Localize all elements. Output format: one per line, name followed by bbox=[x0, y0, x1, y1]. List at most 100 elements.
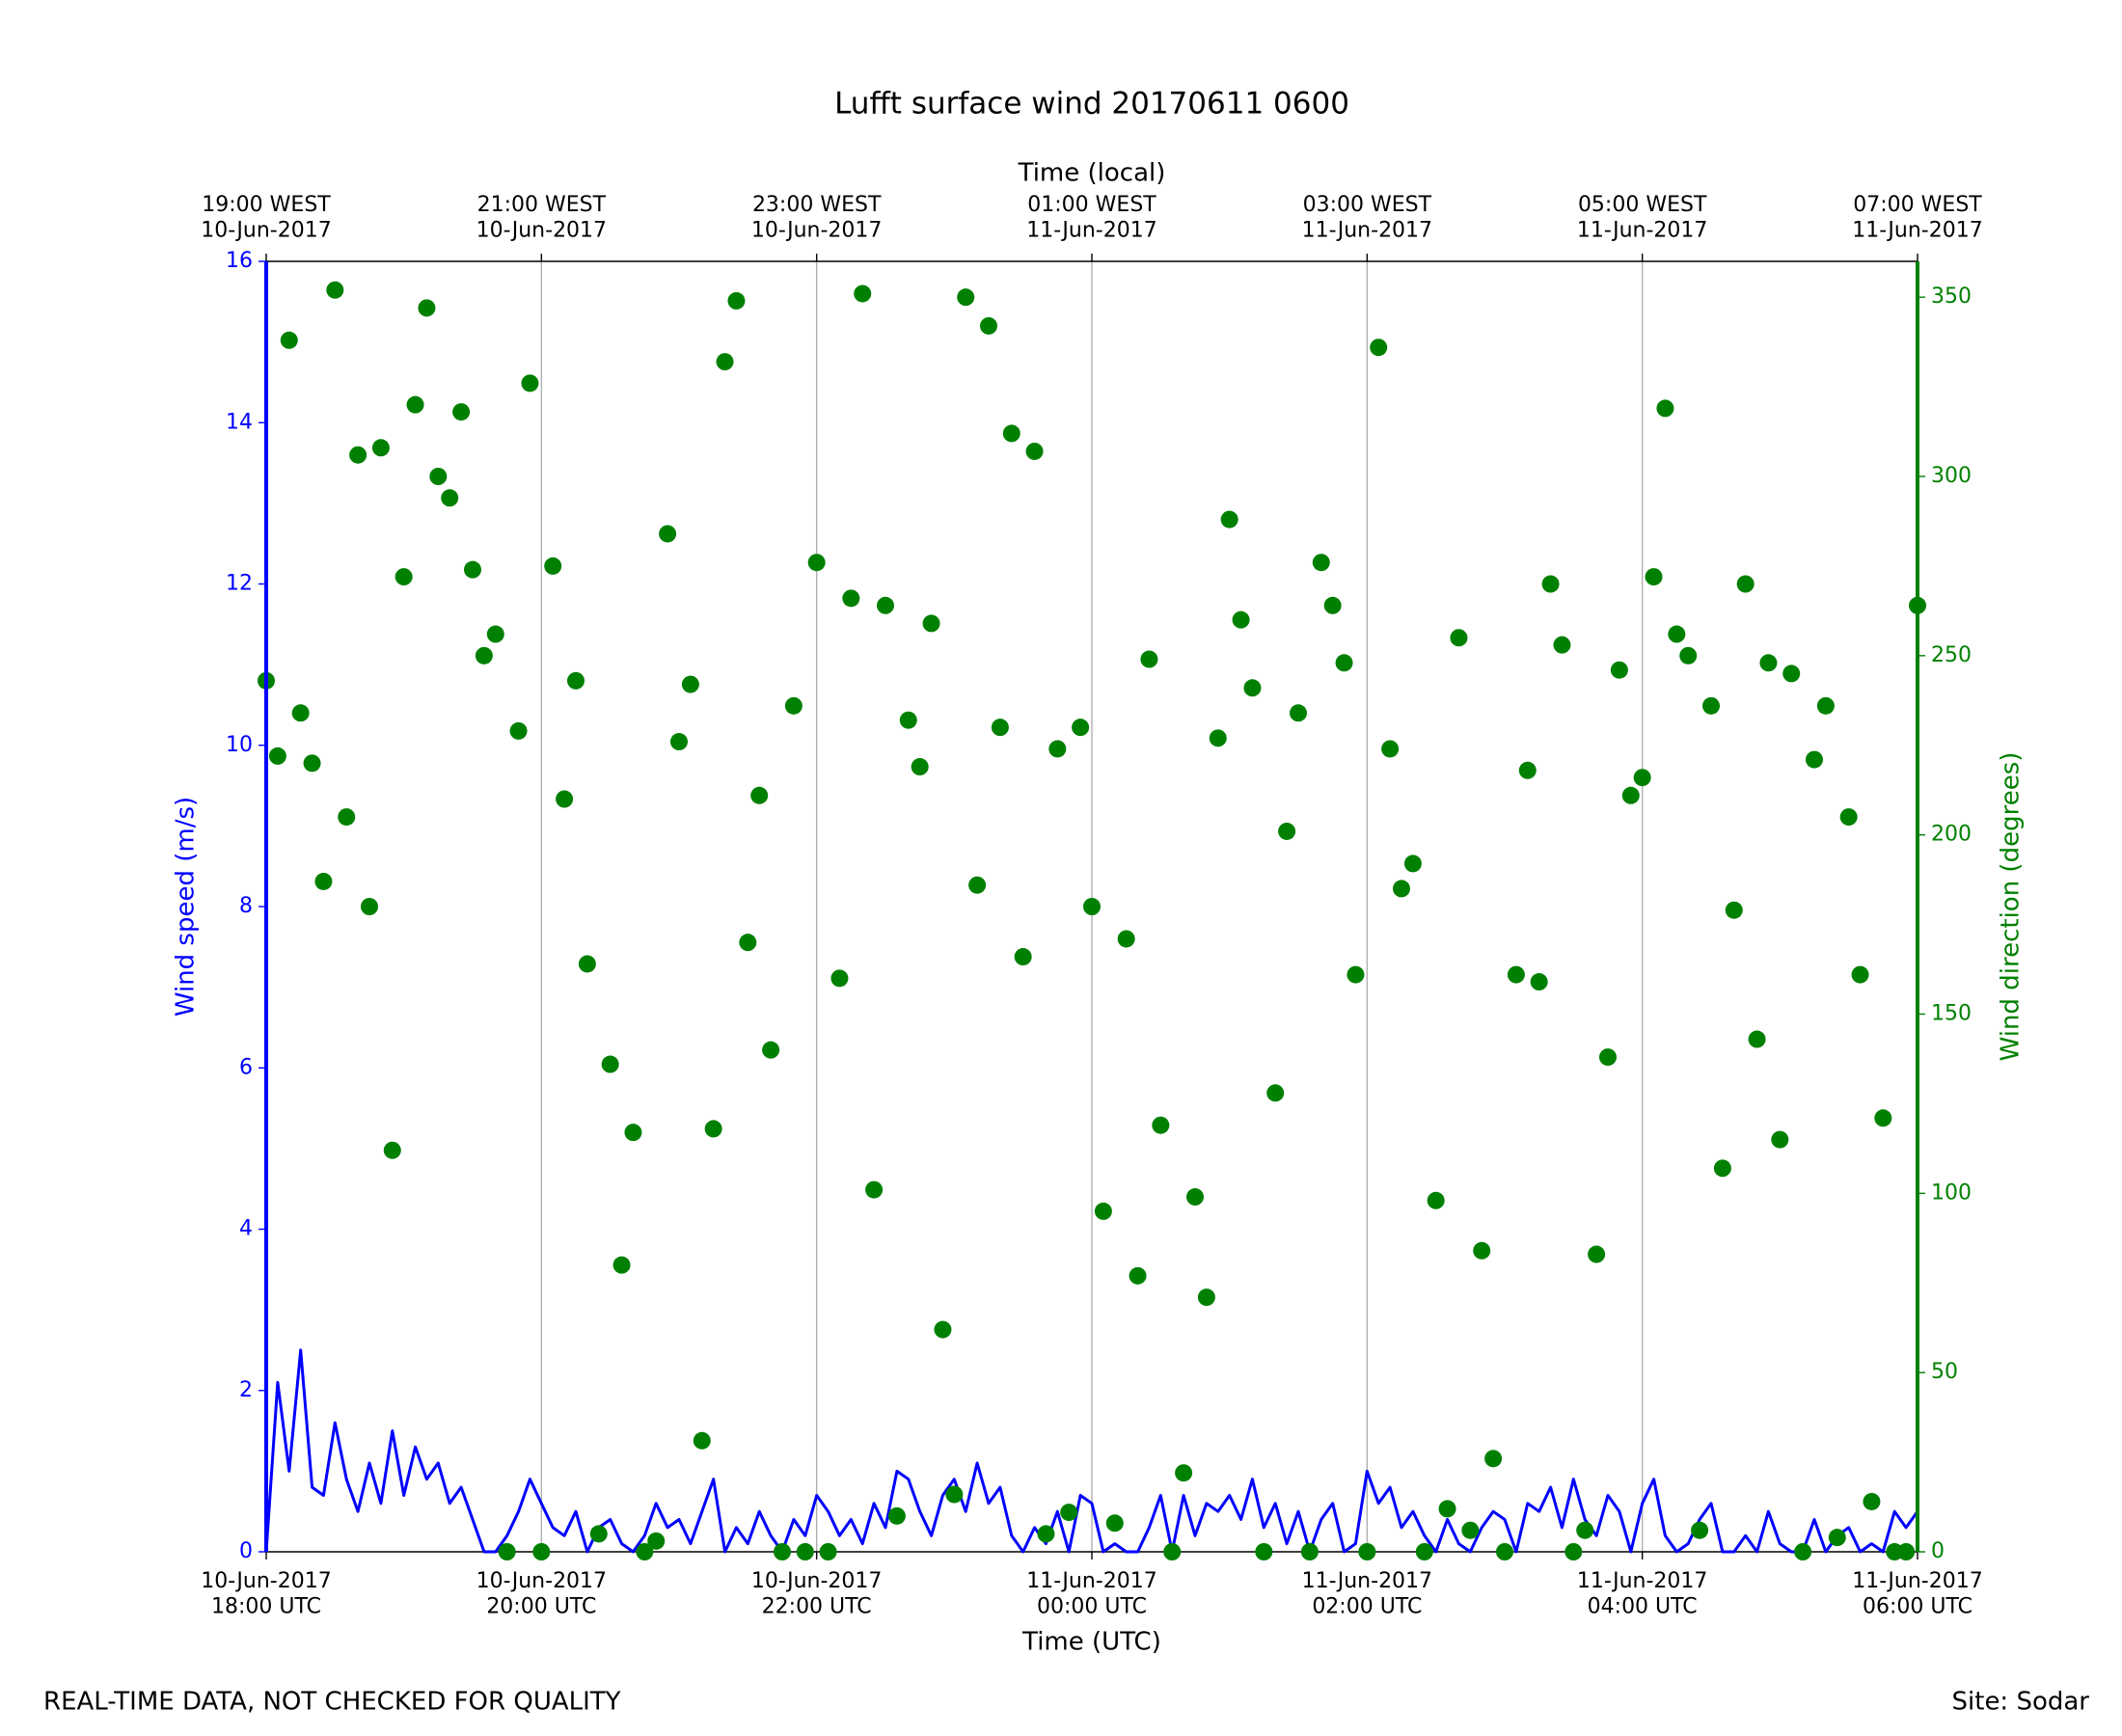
direction-point bbox=[1358, 1543, 1376, 1560]
y2-axis-label: Wind direction (degrees) bbox=[1997, 752, 2026, 1062]
direction-point bbox=[807, 554, 826, 572]
direction-point bbox=[1461, 1521, 1480, 1539]
direction-point bbox=[968, 876, 987, 894]
direction-point bbox=[475, 646, 493, 665]
y-tick-label: 0 bbox=[239, 1539, 253, 1563]
direction-point bbox=[624, 1124, 642, 1142]
x2-tick-label: 21:00 WEST 10-Jun-2017 bbox=[476, 193, 607, 242]
direction-point bbox=[1197, 1288, 1215, 1307]
direction-point bbox=[704, 1120, 722, 1138]
direction-point bbox=[830, 969, 849, 988]
direction-point bbox=[521, 374, 539, 393]
direction-point bbox=[739, 934, 757, 952]
direction-point bbox=[819, 1543, 837, 1560]
direction-point bbox=[1645, 568, 1663, 586]
direction-point bbox=[1702, 696, 1720, 715]
direction-point bbox=[1266, 1084, 1285, 1102]
y-axis-label: Wind speed (m/s) bbox=[172, 797, 201, 1017]
x-tick-label: 11-Jun-2017 00:00 UTC bbox=[1026, 1569, 1156, 1618]
direction-point bbox=[1759, 654, 1778, 672]
y2-tick-label: 100 bbox=[1931, 1180, 1972, 1205]
direction-point bbox=[1736, 575, 1755, 593]
direction-point bbox=[589, 1525, 608, 1543]
direction-point bbox=[716, 353, 734, 371]
direction-point bbox=[1771, 1130, 1789, 1149]
direction-point bbox=[1530, 973, 1548, 991]
direction-point bbox=[291, 704, 310, 722]
direction-point bbox=[957, 288, 975, 307]
direction-point bbox=[681, 675, 699, 693]
y-tick-label: 6 bbox=[239, 1055, 253, 1079]
direction-point bbox=[452, 403, 471, 421]
footer-site: Site: Sodar bbox=[1952, 1688, 2090, 1717]
direction-point bbox=[406, 395, 424, 414]
direction-point bbox=[1828, 1529, 1846, 1547]
direction-point bbox=[1255, 1543, 1273, 1560]
direction-point bbox=[1518, 761, 1537, 779]
direction-point bbox=[1403, 854, 1422, 873]
direction-point bbox=[280, 331, 298, 349]
direction-point bbox=[636, 1543, 654, 1560]
direction-point bbox=[922, 614, 940, 633]
direction-point bbox=[1002, 424, 1020, 443]
x2-axis-label: Time (local) bbox=[1018, 159, 1166, 188]
direction-point bbox=[1025, 442, 1044, 460]
direction-point bbox=[544, 556, 562, 575]
direction-point bbox=[441, 489, 459, 507]
direction-point bbox=[578, 955, 596, 973]
direction-point bbox=[303, 754, 321, 773]
direction-point bbox=[854, 285, 872, 303]
direction-point bbox=[1037, 1525, 1055, 1543]
direction-point bbox=[1438, 1500, 1456, 1518]
direction-point bbox=[1370, 339, 1388, 357]
direction-point bbox=[486, 625, 504, 643]
x-axis-label: Time (UTC) bbox=[1021, 1628, 1161, 1657]
direction-point bbox=[1048, 740, 1067, 758]
direction-point bbox=[1816, 696, 1835, 715]
direction-point bbox=[1679, 646, 1698, 665]
direction-point bbox=[1863, 1492, 1881, 1510]
x-tick-label: 11-Jun-2017 04:00 UTC bbox=[1577, 1569, 1707, 1618]
direction-point bbox=[1209, 729, 1227, 747]
y2-tick-label: 250 bbox=[1931, 643, 1972, 667]
x2-tick-label: 19:00 WEST 10-Jun-2017 bbox=[201, 193, 331, 242]
direction-point bbox=[371, 439, 390, 457]
x2-tick-label: 01:00 WEST 11-Jun-2017 bbox=[1026, 193, 1156, 242]
direction-point bbox=[1713, 1159, 1731, 1178]
y2-tick-label: 350 bbox=[1931, 285, 1972, 309]
direction-point bbox=[1393, 880, 1410, 898]
direction-point bbox=[659, 525, 677, 543]
direction-point bbox=[509, 721, 528, 740]
direction-point bbox=[865, 1180, 884, 1199]
direction-point bbox=[911, 758, 929, 776]
direction-point bbox=[1576, 1521, 1594, 1539]
x-tick-label: 10-Jun-2017 20:00 UTC bbox=[476, 1569, 607, 1618]
direction-point bbox=[1874, 1109, 1892, 1127]
direction-point bbox=[1656, 399, 1674, 418]
direction-point bbox=[1496, 1543, 1513, 1560]
direction-point bbox=[796, 1543, 814, 1560]
x-tick-label: 11-Jun-2017 02:00 UTC bbox=[1302, 1569, 1432, 1618]
direction-point bbox=[464, 560, 481, 579]
direction-point bbox=[1782, 665, 1801, 683]
direction-point bbox=[647, 1532, 666, 1550]
direction-point bbox=[1621, 786, 1640, 804]
direction-point bbox=[1484, 1450, 1503, 1468]
x-tick-label: 10-Jun-2017 22:00 UTC bbox=[751, 1569, 882, 1618]
direction-point bbox=[1083, 898, 1101, 915]
direction-point bbox=[991, 719, 1009, 737]
x2-tick-label: 23:00 WEST 10-Jun-2017 bbox=[751, 193, 882, 242]
direction-point bbox=[1290, 704, 1307, 722]
direction-point bbox=[670, 733, 688, 751]
y-tick-label: 12 bbox=[226, 572, 253, 596]
direction-point bbox=[361, 898, 378, 915]
speed-line bbox=[264, 1348, 1919, 1554]
x2-tick-label: 03:00 WEST 11-Jun-2017 bbox=[1302, 193, 1432, 242]
direction-point bbox=[1553, 636, 1571, 654]
direction-point bbox=[727, 291, 746, 310]
direction-point bbox=[887, 1506, 906, 1525]
x2-tick-label: 05:00 WEST 11-Jun-2017 bbox=[1577, 193, 1707, 242]
direction-point bbox=[1152, 1116, 1170, 1134]
direction-point bbox=[1610, 661, 1628, 679]
direction-point bbox=[1564, 1543, 1583, 1560]
